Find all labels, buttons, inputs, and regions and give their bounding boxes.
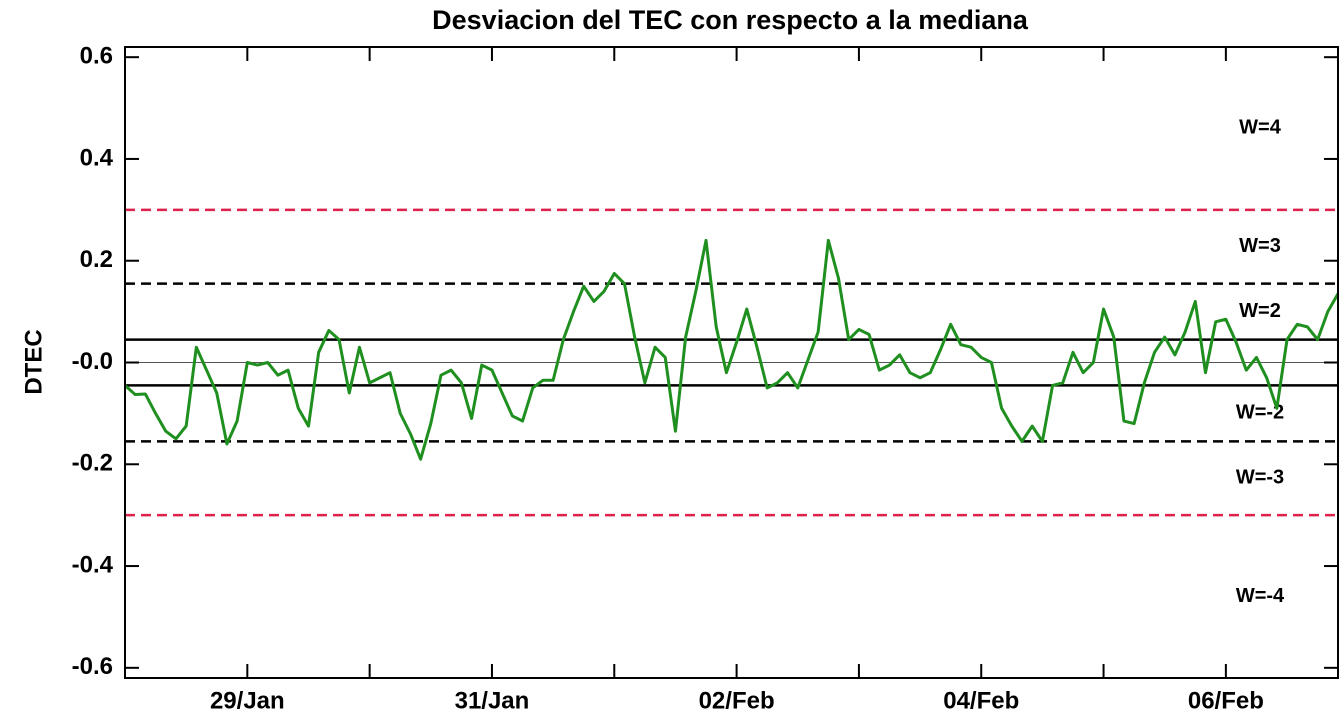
x-tick-label: 02/Feb <box>699 687 775 714</box>
x-tick-label: 31/Jan <box>455 687 530 714</box>
y-tick-label: -0.6 <box>72 653 113 680</box>
y-tick-label: -0.2 <box>72 450 113 477</box>
y-tick-label: 0.2 <box>80 246 113 273</box>
zone-label: W=3 <box>1239 235 1281 257</box>
zone-label: W=2 <box>1239 300 1281 322</box>
zone-label: W=-3 <box>1236 467 1284 489</box>
data-line <box>123 238 1340 461</box>
zone-label: W=-2 <box>1236 402 1284 424</box>
zone-label: W=-4 <box>1236 585 1285 607</box>
y-tick-label: -0.0 <box>72 348 113 375</box>
x-tick-label: 29/Jan <box>210 687 285 714</box>
y-tick-label: -0.4 <box>72 551 114 578</box>
y-tick-label: 0.4 <box>80 144 114 171</box>
x-tick-label: 04/Feb <box>943 687 1019 714</box>
plot-frame <box>124 46 1339 679</box>
chart-title: Desviacion del TEC con respecto a la med… <box>432 5 1029 35</box>
y-axis-label: DTEC <box>20 329 47 394</box>
y-tick-label: 0.6 <box>80 43 113 70</box>
x-tick-label: 06/Feb <box>1188 687 1264 714</box>
zone-label: W=4 <box>1239 117 1282 139</box>
